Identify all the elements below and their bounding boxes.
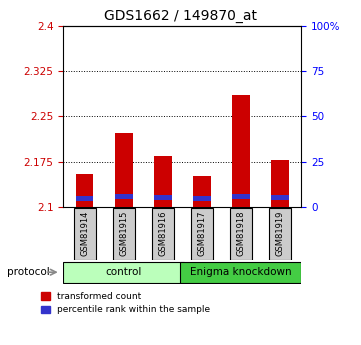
Text: GSM81914: GSM81914 <box>80 211 89 256</box>
Bar <box>271 160 289 207</box>
Bar <box>115 194 132 199</box>
Text: GSM81915: GSM81915 <box>119 211 128 256</box>
Text: GSM81918: GSM81918 <box>236 211 245 256</box>
Text: GDS1662 / 149870_at: GDS1662 / 149870_at <box>104 9 257 23</box>
Bar <box>193 176 210 207</box>
Bar <box>152 208 174 260</box>
Bar <box>113 208 135 260</box>
Bar <box>230 208 252 260</box>
Bar <box>269 208 291 260</box>
Text: protocol: protocol <box>7 267 50 277</box>
Bar <box>74 208 96 260</box>
Bar <box>154 195 171 200</box>
Bar <box>193 196 210 201</box>
Bar <box>232 194 250 199</box>
Text: control: control <box>105 267 142 277</box>
Bar <box>115 134 132 207</box>
Text: GSM81917: GSM81917 <box>197 211 206 256</box>
Bar <box>76 196 93 201</box>
Bar <box>232 95 250 207</box>
Bar <box>154 156 171 207</box>
Text: GSM81916: GSM81916 <box>158 211 167 256</box>
Text: Enigma knockdown: Enigma knockdown <box>190 267 292 277</box>
Bar <box>63 262 184 283</box>
Bar <box>180 262 301 283</box>
Bar <box>76 174 93 207</box>
Bar <box>271 195 289 200</box>
Legend: transformed count, percentile rank within the sample: transformed count, percentile rank withi… <box>41 292 210 314</box>
Text: GSM81919: GSM81919 <box>275 211 284 256</box>
Bar <box>191 208 213 260</box>
